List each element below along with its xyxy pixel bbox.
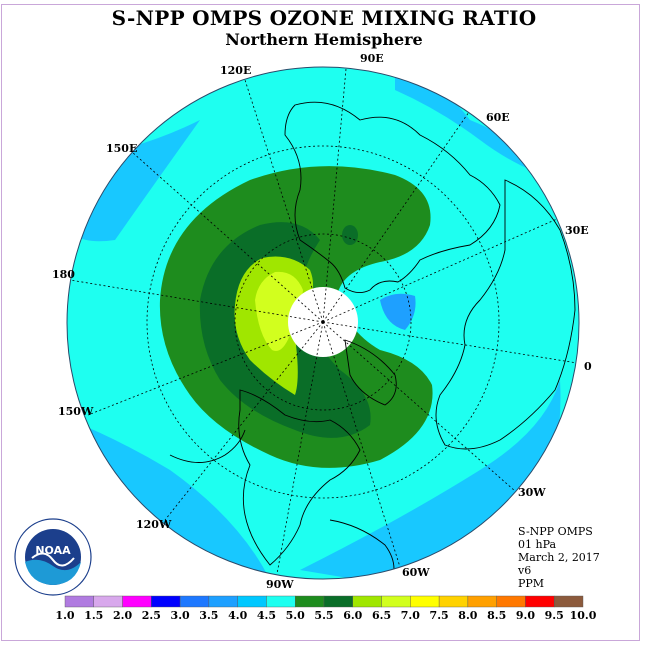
ozone-band-4-0-nw — [70, 120, 200, 242]
lon-label-150e: 150E — [106, 142, 138, 155]
colorbar-tick-label: 7.5 — [429, 609, 449, 622]
colorbar-swatch — [237, 595, 267, 608]
colorbar-swatch — [208, 595, 238, 608]
colorbar-swatch — [410, 595, 440, 608]
colorbar-swatch — [323, 595, 353, 608]
colorbar-swatch — [525, 595, 555, 608]
colorbar-swatch — [64, 595, 94, 608]
colorbar-tick-label: 9.0 — [515, 609, 536, 622]
map-boundary — [66, 66, 580, 580]
colorbar-swatch — [467, 595, 497, 608]
colorbar-swatch — [438, 595, 469, 608]
colorbar-swatch — [93, 595, 123, 608]
lon-label-120w: 120W — [136, 518, 172, 531]
lon-label-90w: 90W — [266, 578, 294, 591]
graticule — [69, 68, 578, 575]
lon-label-60w: 60W — [402, 566, 430, 579]
colorbar-tick-label: 5.5 — [314, 609, 334, 622]
meridian-120w — [164, 321, 324, 521]
meridian-150e — [131, 151, 324, 323]
colorbar-tick-label: 1.0 — [55, 609, 75, 622]
colorbar-tick-label: 2.5 — [141, 609, 161, 622]
colorbar-swatch — [496, 595, 526, 608]
colorbar-tick-label: 1.5 — [84, 609, 104, 622]
colorbar-tick-label: 8.0 — [458, 609, 478, 622]
meridian-120e — [244, 79, 324, 323]
africa-coast — [435, 179, 576, 450]
colorbar-swatch — [554, 595, 584, 608]
meridian-90e — [322, 68, 347, 323]
meridian-150w — [87, 321, 324, 416]
colorbar-swatch — [122, 595, 152, 608]
north-america-coast — [238, 389, 361, 566]
colorbar-tick-label: 4.5 — [256, 609, 277, 622]
logo-text: NOAA — [35, 544, 71, 557]
meridian-30e — [322, 218, 558, 323]
colorbar-tick-label: 5.0 — [285, 609, 305, 622]
lon-label-30w: 30W — [518, 486, 546, 499]
info-version: v6 — [518, 564, 532, 577]
lon-label-90e: 90E — [360, 52, 384, 65]
colorbar-tick-label: 10.0 — [569, 609, 597, 622]
greenland-coast — [344, 339, 397, 406]
map-subtitle: Northern Hemisphere — [225, 30, 423, 49]
lon-label-180: 180 — [52, 268, 75, 281]
colorbar-swatch — [151, 595, 181, 608]
asia-europe-coast — [284, 101, 501, 293]
info-date: March 2, 2017 — [518, 551, 600, 564]
colorbar-swatch — [381, 595, 411, 608]
lon-label-30e: 30E — [565, 224, 589, 237]
colorbar-tick-label: 6.0 — [343, 609, 363, 622]
meridian-60e — [322, 111, 470, 323]
meridian-30w — [322, 321, 516, 492]
ozone-band-3-5-patch — [380, 293, 416, 330]
lon-label-150w: 150W — [58, 405, 94, 418]
alaska-coast — [169, 429, 246, 463]
meridian-90w — [276, 321, 324, 575]
info-instrument: S-NPP OMPS — [518, 525, 593, 538]
colorbar-tick-label: 6.5 — [371, 609, 392, 622]
map-title: S-NPP OMPS OZONE MIXING RATIO — [111, 6, 537, 30]
noaa-logo: NOAA — [14, 518, 92, 596]
colorbar-swatch — [266, 595, 296, 608]
colorbar-swatch — [295, 595, 325, 608]
colorbar-tick-label: 8.5 — [487, 609, 507, 622]
lon-label-60e: 60E — [486, 111, 510, 124]
colorbar-tick-label: 7.0 — [400, 609, 420, 622]
colorbar-swatches — [64, 595, 584, 608]
info-units: PPM — [518, 577, 545, 590]
lon-label-0: 0 — [584, 360, 592, 373]
colorbar-tick-label: 4.0 — [228, 609, 248, 622]
info-block: S-NPP OMPS 01 hPa March 2, 2017 v6 PPM — [518, 525, 600, 590]
ozone-band-4-0-sw — [70, 420, 270, 579]
colorbar-tick-label: 9.5 — [544, 609, 564, 622]
latitude-circle-60 — [234, 233, 412, 411]
colorbar-tick-label: 2.0 — [112, 609, 133, 622]
colorbar-tick-label: 3.0 — [170, 609, 190, 622]
latitude-circle-30 — [146, 145, 500, 499]
lon-label-120e: 120E — [220, 64, 252, 77]
colorbar: 1.0 1.5 2.0 2.5 3.0 3.5 4.0 4.5 5.0 5.5 6.0 6.5 7.0 7… — [55, 595, 596, 635]
ozone-field — [67, 67, 579, 579]
ozone-band-5-5-spot — [342, 225, 358, 245]
colorbar-tick-label: 3.5 — [199, 609, 219, 622]
colorbar-swatch — [179, 595, 210, 608]
info-level: 01 hPa — [518, 538, 557, 551]
colorbar-swatch — [352, 595, 382, 608]
